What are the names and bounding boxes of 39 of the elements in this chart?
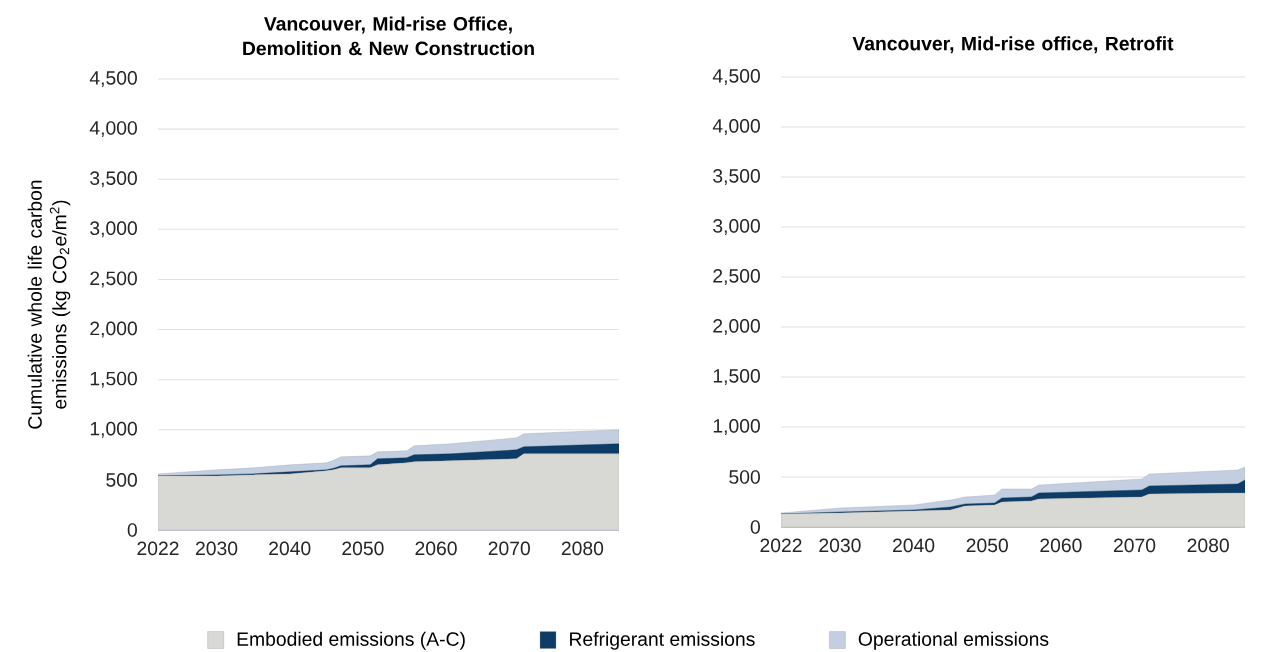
legend-label: Embodied emissions (A-C) xyxy=(237,631,465,650)
x-tick-label: 2040 xyxy=(269,541,311,556)
x-tick-label: 2050 xyxy=(966,538,1008,553)
chart-title: Vancouver, Mid-rise Office, Demolition & New Construction xyxy=(243,16,534,56)
y-tick-label: 3,000 xyxy=(713,219,760,235)
x-tick-label: 2060 xyxy=(1040,538,1082,553)
x-tick-label: 2030 xyxy=(819,538,861,553)
x-tick-label: 2070 xyxy=(1113,538,1156,553)
y-tick-label: 2,000 xyxy=(713,319,760,335)
y-tick-label: 2,500 xyxy=(713,269,760,285)
x-tick-label: 2070 xyxy=(488,541,530,556)
legend-label: Refrigerant emissions xyxy=(570,631,755,650)
y-tick-label: 0 xyxy=(127,523,137,537)
x-tick-label: 2080 xyxy=(1187,538,1229,553)
x-tick-label: 2022 xyxy=(760,538,802,553)
x-tick-label: 2060 xyxy=(415,541,457,556)
y-tick-label: 3,500 xyxy=(90,171,137,188)
y-tick-label: 4,000 xyxy=(712,119,760,135)
y-tick-label: 500 xyxy=(106,473,137,487)
y-tick-label: 500 xyxy=(729,470,760,484)
y-tick-label: 3,000 xyxy=(90,221,137,238)
y-tick-label: 1,000 xyxy=(713,419,760,435)
chart-title: Vancouver, Mid-rise office, Retrofit xyxy=(852,36,1174,54)
y-tick-label: 0 xyxy=(750,520,760,534)
legend-label: Operational emissions xyxy=(858,631,1049,650)
y-tick-label: 4,500 xyxy=(712,69,760,85)
x-tick-label: 2030 xyxy=(196,541,238,556)
x-tick-label: 2040 xyxy=(893,538,935,553)
y-tick-label: 2,000 xyxy=(90,321,137,338)
y-tick-label: 1,500 xyxy=(713,369,760,385)
y-tick-label: 4,500 xyxy=(89,71,137,87)
y-tick-label: 2,500 xyxy=(90,271,137,288)
y-tick-label: 1,000 xyxy=(90,421,137,438)
x-tick-label: 2050 xyxy=(342,541,384,556)
x-tick-label: 2080 xyxy=(561,541,604,556)
y-tick-label: 4,000 xyxy=(89,121,137,138)
y-tick-label: 3,500 xyxy=(713,169,760,185)
y-tick-label: 1,500 xyxy=(90,371,137,388)
x-tick-label: 2022 xyxy=(137,541,179,556)
